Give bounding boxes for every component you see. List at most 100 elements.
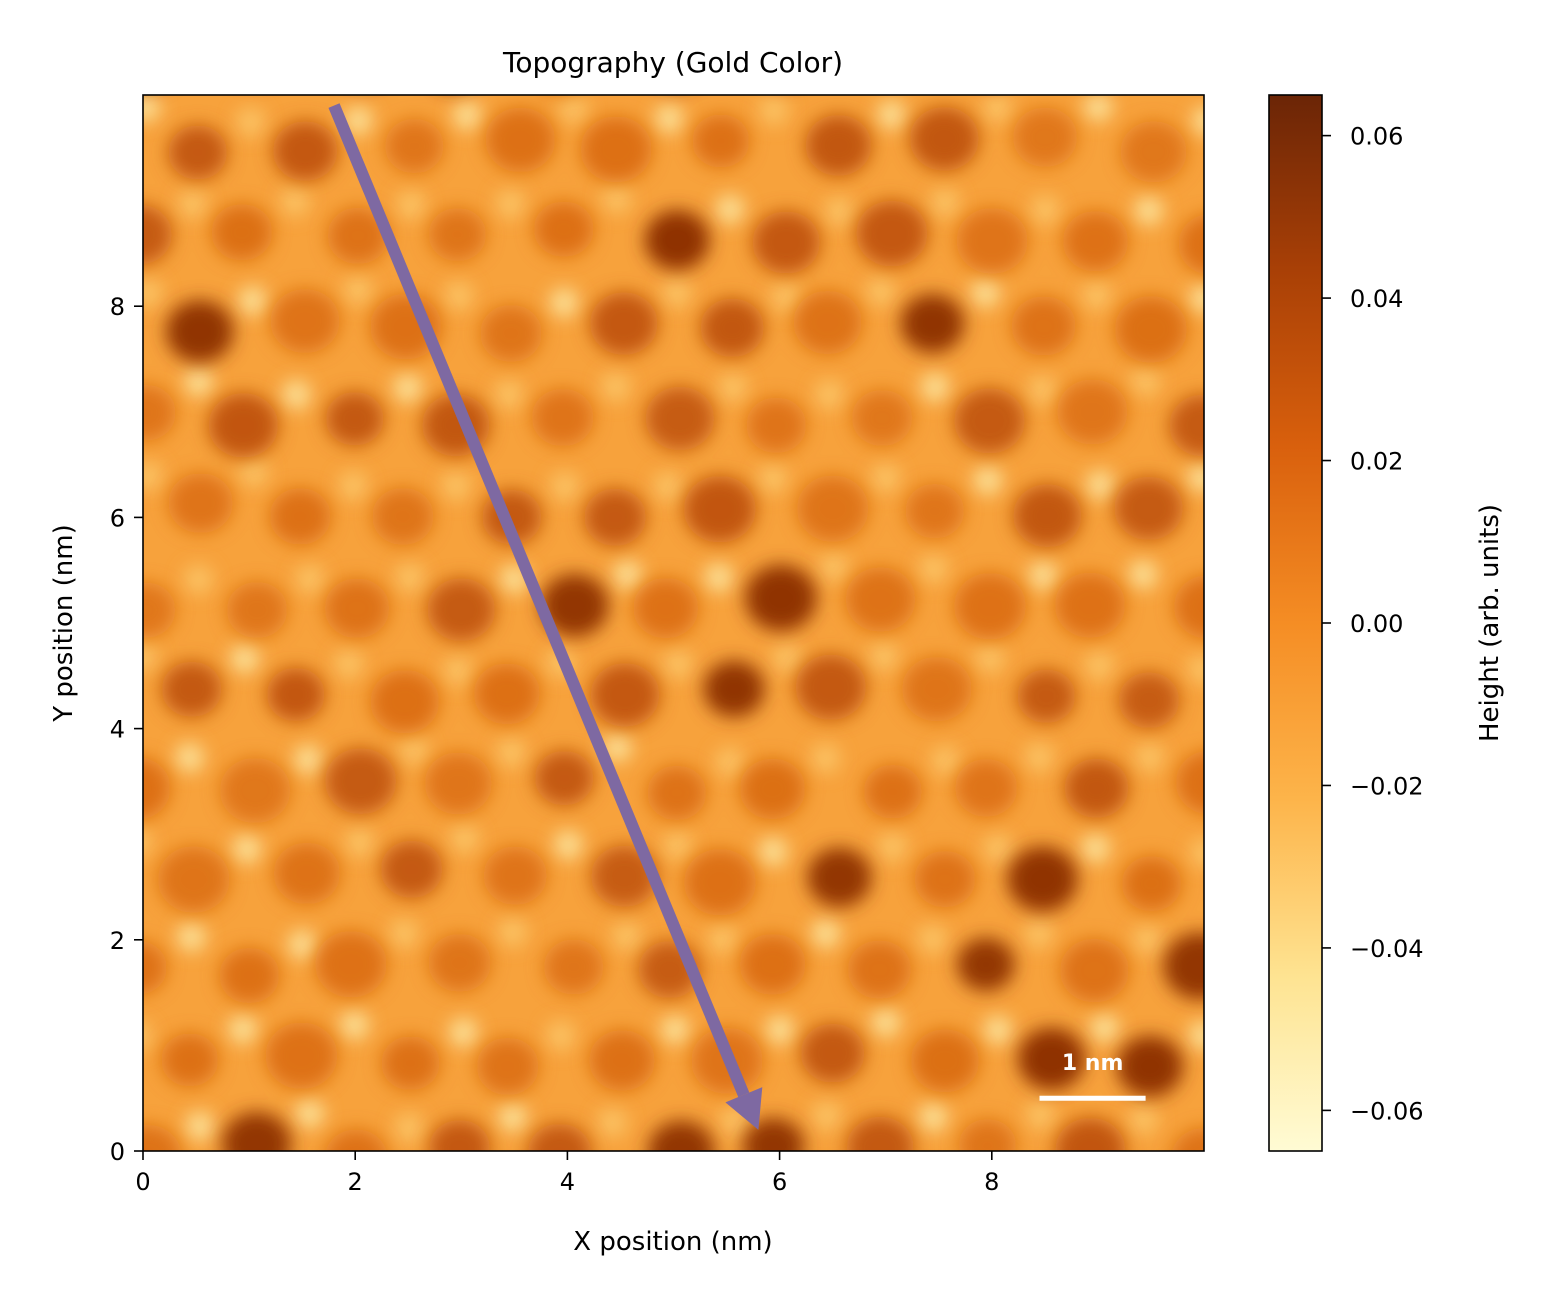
heatmap-ridge	[870, 1007, 901, 1038]
heatmap-depression	[683, 475, 757, 543]
heatmap-ridge	[293, 744, 323, 775]
heatmap-depression	[59, 1213, 120, 1270]
heatmap-depression	[647, 1120, 715, 1151]
heatmap-depression	[327, 207, 389, 265]
heatmap-depression	[1118, 671, 1180, 729]
heatmap-ridge	[550, 471, 580, 502]
heatmap-ridge	[235, 107, 266, 137]
heatmap-ridge	[1353, 556, 1383, 586]
y-tick-label: 0	[110, 1138, 125, 1166]
heatmap-ridge	[758, 463, 788, 494]
heatmap-ridge	[1249, 3, 1279, 33]
heatmap-ridge	[870, 463, 901, 493]
heatmap-ridge	[1031, 7, 1061, 37]
heatmap-depression	[589, 1030, 655, 1091]
heatmap-ridge	[177, 189, 208, 219]
heatmap-ridge	[1089, 1013, 1120, 1044]
heatmap-depression	[219, 947, 280, 1004]
heatmap-depression	[380, 840, 443, 899]
heatmap-depression	[531, 388, 594, 447]
heatmap-depression	[330, 24, 397, 86]
heatmap-depression	[1168, 394, 1204, 457]
heatmap-ridge	[983, 833, 1013, 864]
heatmap-ridge	[917, 924, 948, 954]
heatmap-ridge	[75, 740, 105, 770]
heatmap-depression	[1338, 1027, 1401, 1086]
heatmap-ridge	[602, 732, 633, 763]
heatmap-ridge	[612, 559, 643, 590]
heatmap-ridge	[80, 1106, 110, 1136]
heatmap-depression	[1120, 121, 1187, 183]
heatmap-ridge	[1028, 560, 1058, 591]
heatmap-ridge	[982, 95, 1013, 124]
heatmap-ridge	[492, 16, 522, 46]
heatmap-depression	[1335, 847, 1394, 901]
heatmap-ridge	[810, 918, 841, 949]
heatmap-depression	[905, 483, 965, 539]
heatmap-ridge	[73, 5, 103, 35]
heatmap-depression	[225, 25, 286, 82]
heatmap-ridge	[1193, 1195, 1223, 1225]
heatmap-depression	[473, 663, 540, 725]
heatmap-ridge	[1403, 829, 1433, 859]
heatmap-ridge	[443, 281, 474, 311]
y-tick-label: 6	[110, 504, 125, 532]
heatmap-ridge	[983, 1015, 1013, 1046]
heatmap-ridge	[810, 743, 841, 774]
heatmap-depression	[265, 1022, 338, 1090]
heatmap-ridge	[185, 1111, 215, 1142]
heatmap-depression	[168, 473, 234, 534]
heatmap-depression	[424, 752, 492, 815]
heatmap-depression	[540, 573, 609, 637]
heatmap-ridge	[128, 1196, 158, 1226]
heatmap-ridge	[83, 378, 113, 408]
heatmap-ridge	[1132, 925, 1163, 955]
heatmap-ridge	[707, 924, 738, 954]
colorbar-tick-label: −0.06	[1350, 1097, 1424, 1125]
heatmap-depression	[795, 654, 867, 721]
heatmap-depression	[533, 201, 594, 257]
heatmap-depression	[910, 1029, 980, 1093]
heatmap-ridge	[231, 834, 262, 864]
heatmap-ridge	[396, 190, 426, 221]
heatmap-depression	[914, 850, 976, 908]
y-tick-label: 2	[110, 927, 125, 955]
colorbar-tick-label: 0.00	[1350, 610, 1403, 638]
heatmap-ridge	[814, 379, 845, 410]
heatmap-depression	[739, 933, 806, 995]
heatmap-ridge	[601, 183, 632, 214]
heatmap-depression	[371, 1209, 437, 1270]
heatmap-ridge	[772, 643, 802, 674]
heatmap-ridge	[611, 921, 642, 952]
heatmap-ridge	[1188, 283, 1204, 314]
heatmap-depression	[1116, 1035, 1184, 1097]
heatmap-ridge	[867, 1196, 897, 1226]
heatmap-ridge	[228, 1014, 258, 1045]
heatmap-ridge	[770, 282, 801, 313]
heatmap-ridge	[714, 747, 745, 778]
heatmap-depression	[956, 207, 1028, 274]
heatmap-ridge	[401, 9, 431, 39]
heatmap-ridge	[287, 929, 318, 960]
heatmap-depression	[1178, 19, 1243, 79]
heatmap-ridge	[334, 649, 364, 679]
x-tick-label: 2	[348, 1168, 363, 1196]
heatmap-depression	[700, 298, 765, 358]
heatmap-depression	[1328, 309, 1386, 362]
heatmap-depression	[909, 106, 980, 172]
heatmap-depression	[269, 1211, 328, 1265]
heatmap-ridge	[452, 100, 483, 131]
y-axis-label: Y position (nm)	[49, 524, 79, 723]
heatmap-ridge	[238, 457, 269, 488]
heatmap-depression	[1327, 661, 1391, 720]
heatmap-ridge	[174, 742, 205, 773]
heatmap-ridge	[823, 4, 853, 34]
heatmap-ridge	[398, 735, 429, 766]
heatmap-depression	[222, 1112, 292, 1151]
heatmap-ridge	[1409, 1200, 1439, 1230]
heatmap-depression	[752, 211, 821, 274]
heatmap-ridge	[1025, 1100, 1056, 1130]
heatmap-ridge	[1133, 195, 1164, 226]
heatmap-depression	[860, 22, 920, 77]
